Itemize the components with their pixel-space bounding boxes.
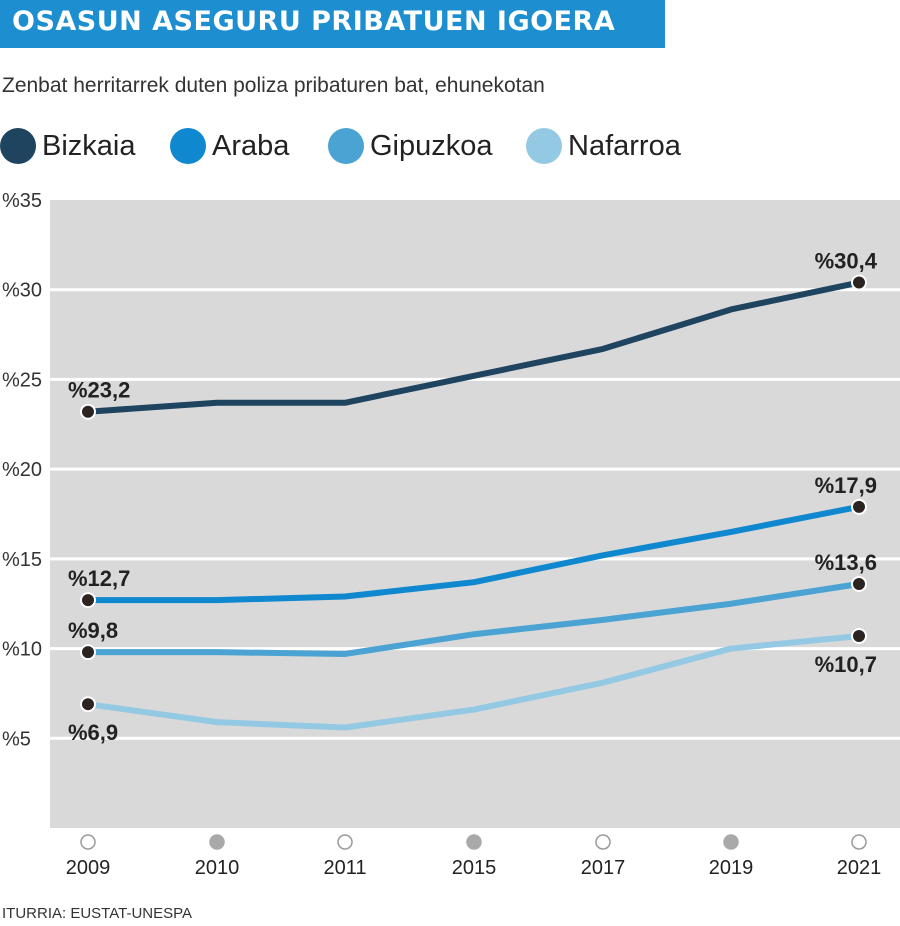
x-marker xyxy=(466,834,482,850)
y-axis: %35 %30 %25 %20 %15 %10 %5 xyxy=(2,190,42,750)
legend-label-bizkaia: Bizkaia xyxy=(42,130,136,162)
data-label-gipuzkoa-0: %9,8 xyxy=(68,618,118,643)
x-tick-label: 2021 xyxy=(837,857,882,879)
y-tick-label: %15 xyxy=(2,549,42,571)
legend-label-nafarroa: Nafarroa xyxy=(568,130,681,162)
data-label-bizkaia-0: %23,2 xyxy=(68,378,130,403)
y-tick-label: %5 xyxy=(2,728,31,750)
legend-label-araba: Araba xyxy=(212,130,290,162)
data-points xyxy=(80,274,867,713)
data-point-nafarroa-0 xyxy=(80,696,96,713)
y-tick-label: %25 xyxy=(2,369,42,391)
series-line-araba xyxy=(85,503,862,604)
series-line-gipuzkoa xyxy=(85,580,862,657)
data-label-bizkaia-6: %30,4 xyxy=(815,249,878,274)
data-label-gipuzkoa-6: %13,6 xyxy=(815,550,877,575)
data-point-gipuzkoa-6 xyxy=(851,575,867,592)
x-tick-label: 2011 xyxy=(323,857,366,879)
data-point-nafarroa-6 xyxy=(851,628,867,645)
series-line-bizkaia xyxy=(85,279,862,415)
x-tick-label: 2010 xyxy=(195,857,240,879)
data-point-gipuzkoa-0 xyxy=(80,644,96,661)
legend-swatch-araba xyxy=(170,128,206,164)
x-marker xyxy=(723,834,739,850)
chart-title: OSASUN ASEGURU PRIBATUEN IGOERA xyxy=(12,6,616,37)
series-lines xyxy=(85,279,862,731)
legend-swatch-gipuzkoa xyxy=(328,128,364,164)
data-point-bizkaia-0 xyxy=(80,403,96,420)
x-marker xyxy=(851,834,867,850)
series-line-nafarroa xyxy=(85,633,862,731)
x-tick-label: 2019 xyxy=(709,857,754,879)
y-tick-label: %35 xyxy=(2,190,42,212)
x-marker xyxy=(209,834,225,850)
y-tick-label: %30 xyxy=(2,280,42,302)
legend-swatch-bizkaia xyxy=(0,128,36,164)
x-tick-label: 2009 xyxy=(66,857,111,879)
data-label-nafarroa-6: %10,7 xyxy=(815,652,877,677)
y-tick-label: %20 xyxy=(2,459,42,481)
x-marker xyxy=(337,834,353,850)
data-point-araba-0 xyxy=(80,592,96,609)
legend-swatch-nafarroa xyxy=(526,128,562,164)
y-tick-label: %10 xyxy=(2,639,42,661)
data-point-araba-6 xyxy=(851,498,867,515)
x-tick-label: 2017 xyxy=(581,857,626,879)
source-note: ITURRIA: EUSTAT-UNESPA xyxy=(2,905,193,922)
chart-subtitle: Zenbat herritarrek duten poliza pribatur… xyxy=(2,74,545,97)
x-marker xyxy=(80,834,96,850)
x-marker xyxy=(595,834,611,850)
x-tick-label: 2015 xyxy=(452,857,497,879)
data-label-nafarroa-0: %6,9 xyxy=(68,720,118,745)
title-banner: OSASUN ASEGURU PRIBATUEN IGOERA xyxy=(0,0,665,48)
plot-area xyxy=(50,200,900,828)
data-point-bizkaia-6 xyxy=(851,274,867,291)
legend: Bizkaia Araba Gipuzkoa Nafarroa xyxy=(0,126,900,166)
x-axis: 2009 2010 2011 2015 2017 2019 2021 xyxy=(66,834,882,879)
data-labels: %23,2 %30,4 %12,7 %17,9 %9,8 %13,6 %6,9 %10,7 xyxy=(68,249,878,746)
legend-label-gipuzkoa: Gipuzkoa xyxy=(370,130,493,162)
data-label-araba-6: %17,9 xyxy=(815,473,877,498)
data-label-araba-0: %12,7 xyxy=(68,566,130,591)
